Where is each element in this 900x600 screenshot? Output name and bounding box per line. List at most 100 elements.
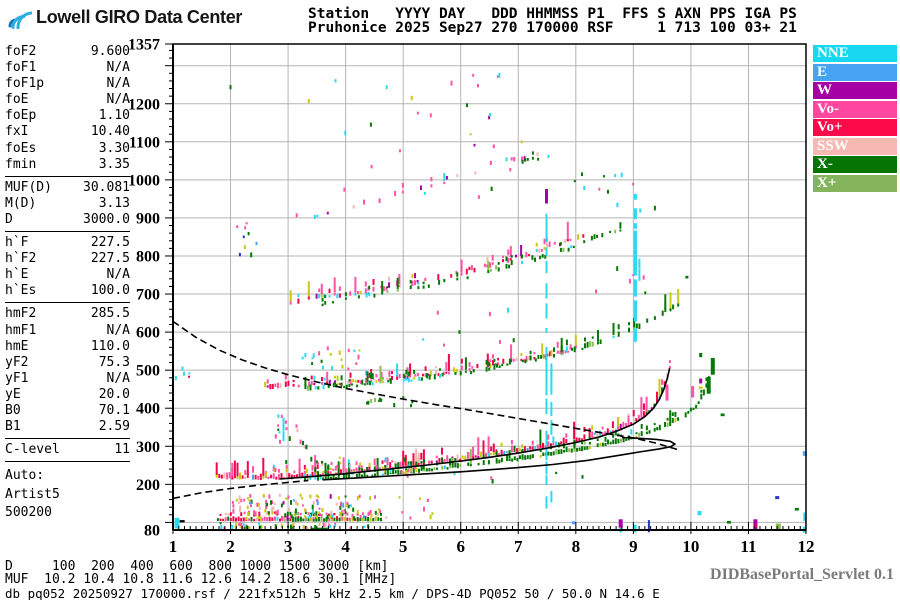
param-label: M(D) xyxy=(5,195,37,211)
y-tick-label: 1100 xyxy=(129,134,160,151)
param-value: 285.5 xyxy=(90,306,130,322)
param-label: yE xyxy=(5,386,21,402)
y-tick-label: 800 xyxy=(136,248,160,265)
x-tick-label: 8 xyxy=(572,537,581,556)
param-value: N/A xyxy=(106,267,130,283)
param-label: foEs xyxy=(5,140,37,156)
station-header-labels: Station YYYY DAY DDD HHMMSS P1 FFS S AXN… xyxy=(308,6,797,22)
param-value: 3.30 xyxy=(98,140,130,156)
param-row-d: D 3000.0 xyxy=(5,212,130,228)
parameter-panel: foF2 9.600 foF1 N/A foF1p N/A foE N/A foEp 1.10 fx… xyxy=(5,44,130,523)
giro-logo: Lowell GIRO Data Center xyxy=(6,5,242,29)
distance-row: D 100 200 400 600 800 1000 1500 3000 [km… xyxy=(5,559,389,574)
param-label: h`E xyxy=(5,267,29,283)
param-label: foF1 xyxy=(5,60,37,76)
param-row-yf1: yF1 N/A xyxy=(5,371,130,387)
param-label: B1 xyxy=(5,419,21,435)
param-row-md: M(D) 3.13 xyxy=(5,196,130,212)
legend-item-x: X- xyxy=(813,156,897,173)
param-label: foF1p xyxy=(5,76,45,92)
legend-item-nne: NNE xyxy=(813,45,897,62)
param-label: yF1 xyxy=(5,370,29,386)
param-value: N/A xyxy=(106,92,130,108)
param-row-foes: foEs 3.30 xyxy=(5,141,130,157)
param-value: 3000.0 xyxy=(83,211,130,227)
transmission-curve xyxy=(172,320,680,451)
param-value: 227.5 xyxy=(90,235,130,251)
param-value: 9.600 xyxy=(90,44,130,59)
x-tick-label: 3 xyxy=(284,537,293,556)
param-row-hf2: h`F2 227.5 xyxy=(5,251,130,267)
param-value: N/A xyxy=(106,76,130,92)
param-value: N/A xyxy=(106,322,130,338)
param-value: 70.1 xyxy=(98,402,130,418)
y-tick-label: 700 xyxy=(136,287,160,304)
param-label: B0 xyxy=(5,402,21,418)
x-tick-label: 7 xyxy=(514,537,523,556)
param-row-ye: yE 20.0 xyxy=(5,387,130,403)
legend-item-ssw: SSW xyxy=(813,137,897,155)
param-row-hmf1: hmF1 N/A xyxy=(5,323,130,339)
param-row-mufd: MUF(D) 30.081 xyxy=(5,180,130,196)
param-row-hmf2: hmF2 285.5 xyxy=(5,306,130,322)
measurement-info-row: db pq052 20250927 170000.rsf / 221fx512h… xyxy=(5,586,660,600)
y-tick-label: 1357 xyxy=(128,37,160,54)
legend-item-w: W xyxy=(813,82,897,99)
muf-row: MUF 10.2 10.4 10.8 11.6 12.6 14.2 18.6 3… xyxy=(5,572,397,587)
param-row-b1: B1 2.59 xyxy=(5,419,130,435)
param-value: 10.40 xyxy=(90,124,130,140)
param-value: 100.0 xyxy=(90,283,130,299)
param-row-he: h`E N/A xyxy=(5,267,130,283)
servlet-version-label: DIDBasePortal_Servlet 0.1 xyxy=(710,566,894,583)
param-row-fxi: fxI 10.40 xyxy=(5,124,130,140)
param-row-fof1p: foF1p N/A xyxy=(5,76,130,92)
param-value: 2.59 xyxy=(98,419,130,435)
param-value: 11 xyxy=(114,442,130,458)
giro-wave-icon xyxy=(8,11,32,29)
param-label: fmin xyxy=(5,156,37,172)
param-label: C-level xyxy=(5,442,60,458)
y-tick-label: 500 xyxy=(136,363,160,380)
param-label: hmE xyxy=(5,338,29,354)
param-label: foF2 xyxy=(5,44,37,59)
legend-item-x: X+ xyxy=(813,174,897,192)
param-value: 110.0 xyxy=(90,338,130,354)
x-tick-label: 4 xyxy=(341,537,350,556)
y-tick-label: 1200 xyxy=(128,96,160,113)
logo-text: Lowell GIRO Data Center xyxy=(36,6,243,27)
x-tick-label: 9 xyxy=(629,537,638,556)
param-row-hf: h`F 227.5 xyxy=(5,235,130,251)
y-tick-label: 300 xyxy=(136,439,160,456)
param-row-yf2: yF2 75.3 xyxy=(5,355,130,371)
o-trace-fit xyxy=(279,368,671,480)
autoscaling-info: Auto: Artist5 500200 xyxy=(5,461,130,523)
param-row-b0: B0 70.1 xyxy=(5,403,130,419)
x-tick-label: 5 xyxy=(399,537,408,556)
echo-direction-legend: NNE E W Vo- Vo+ SSW X- X+ xyxy=(813,45,897,193)
x-tick-label: 12 xyxy=(798,537,815,556)
param-row-fmin: fmin 3.35 xyxy=(5,157,130,173)
param-row-hme: hmE 110.0 xyxy=(5,339,130,355)
param-section: hmF2 285.5 hmF1 N/A hmE 110.0 yF2 75.3 yF1 N/A yE 2… xyxy=(5,302,130,435)
x-tick-label: 10 xyxy=(682,537,699,556)
param-value: N/A xyxy=(106,60,130,76)
legend-item-vo: Vo+ xyxy=(813,119,897,136)
param-label: fxI xyxy=(5,124,29,140)
param-row-foe: foE N/A xyxy=(5,92,130,108)
param-section: C-level 11 xyxy=(5,438,130,458)
param-label: hmF2 xyxy=(5,306,37,322)
x-tick-label: 6 xyxy=(456,537,465,556)
param-row-fof2: foF2 9.600 xyxy=(5,44,130,60)
station-header-values: Pruhonice 2025 Sep27 270 170000 RSF 1 71… xyxy=(308,20,797,36)
auto-line: Artist5 xyxy=(5,486,60,502)
auto-line: 500200 xyxy=(5,505,52,521)
param-row-foep: foEp 1.10 xyxy=(5,108,130,124)
param-label: MUF(D) xyxy=(5,179,52,195)
param-value: 1.10 xyxy=(98,108,130,124)
y-tick-label: 80 xyxy=(144,523,160,540)
param-label: foEp xyxy=(5,108,37,124)
param-value: 3.35 xyxy=(98,156,130,172)
param-section: h`F 227.5 h`F2 227.5 h`E N/A h`Es 100.0 xyxy=(5,231,130,299)
